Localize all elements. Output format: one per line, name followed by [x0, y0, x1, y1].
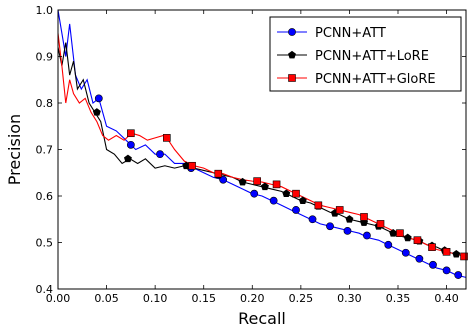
marker-pcnn-att — [454, 271, 463, 279]
x-tick-label: 0.15 — [191, 292, 216, 305]
x-tick-label: 0.00 — [46, 292, 71, 305]
marker-pcnn-att — [415, 254, 424, 263]
marker-pcnn-att-lore — [452, 249, 461, 258]
x-axis-title: Recall — [238, 309, 286, 328]
marker-pcnn-att-lore — [403, 233, 412, 242]
y-tick-label: 1.0 — [36, 4, 54, 17]
marker-pcnn-att-glore — [314, 201, 323, 210]
marker-pcnn-att — [219, 175, 228, 184]
marker-pcnn-att — [126, 140, 135, 149]
marker-pcnn-att-lore — [123, 154, 132, 163]
legend-box — [269, 16, 462, 92]
marker-pcnn-att — [442, 266, 451, 275]
marker-pcnn-att-glore — [188, 161, 196, 170]
marker-pcnn-att-lore — [260, 182, 269, 191]
x-tick-label: 0.35 — [386, 292, 411, 305]
legend-marker-pcnn-att-lore — [288, 50, 296, 59]
legend-label-pcnn-att-glore: PCNN+ATT+GloRE — [315, 72, 436, 87]
marker-pcnn-att — [384, 240, 393, 249]
legend-marker-pcnn-att-glore — [288, 74, 296, 82]
marker-pcnn-att-glore — [272, 180, 281, 189]
marker-pcnn-att — [94, 94, 103, 103]
marker-pcnn-att — [343, 226, 352, 235]
x-tick-label: 0.40 — [434, 292, 459, 305]
marker-pcnn-att-glore — [214, 169, 223, 178]
marker-pcnn-att — [250, 189, 259, 198]
marker-pcnn-att — [156, 150, 164, 159]
marker-pcnn-att — [269, 196, 278, 205]
y-tick-label: 0.6 — [36, 190, 54, 203]
marker-pcnn-att-glore — [335, 206, 344, 214]
marker-pcnn-att — [308, 215, 317, 224]
marker-pcnn-att-glore — [442, 248, 451, 256]
y-tick-label: 0.7 — [36, 144, 54, 157]
x-tick-label: 0.20 — [240, 292, 265, 305]
y-tick-label: 0.8 — [36, 97, 54, 110]
y-tick-label: 0.9 — [36, 51, 54, 64]
series-line-pcnn-att-glore — [58, 33, 466, 257]
legend-label-pcnn-att-lore: PCNN+ATT+LoRE — [315, 49, 429, 64]
x-tick-label: 0.25 — [289, 292, 314, 305]
marker-pcnn-att-lore — [238, 177, 247, 186]
marker-pcnn-att-lore — [282, 189, 291, 198]
marker-pcnn-att-lore — [389, 229, 398, 237]
marker-pcnn-att-glore — [460, 252, 468, 261]
marker-pcnn-att-glore — [292, 189, 300, 198]
marker-pcnn-att-glore — [413, 236, 422, 244]
x-tick-label: 0.05 — [94, 292, 119, 305]
y-tick-label: 0.4 — [36, 283, 54, 296]
y-tick-label: 0.5 — [36, 237, 54, 250]
y-axis-title: Precision — [5, 114, 24, 185]
marker-pcnn-att — [292, 206, 300, 214]
marker-pcnn-att-lore — [92, 108, 101, 116]
marker-pcnn-att-glore — [253, 177, 261, 185]
marker-pcnn-att-glore — [428, 243, 436, 251]
marker-pcnn-att — [326, 222, 334, 231]
x-tick-label: 0.30 — [337, 292, 362, 305]
marker-pcnn-att — [363, 231, 371, 240]
marker-pcnn-att-glore — [360, 213, 368, 221]
marker-pcnn-att-glore — [127, 129, 135, 138]
marker-pcnn-att-glore — [163, 134, 171, 142]
marker-pcnn-att-lore — [345, 215, 354, 223]
legend-marker-pcnn-att — [288, 28, 296, 36]
marker-pcnn-att — [429, 260, 437, 269]
x-tick-label: 0.10 — [143, 292, 168, 305]
marker-pcnn-att-glore — [396, 229, 404, 237]
legend-label-pcnn-att: PCNN+ATT — [315, 26, 386, 41]
marker-pcnn-att — [401, 248, 410, 257]
marker-pcnn-att-lore — [298, 196, 307, 205]
marker-pcnn-att-glore — [376, 220, 385, 228]
